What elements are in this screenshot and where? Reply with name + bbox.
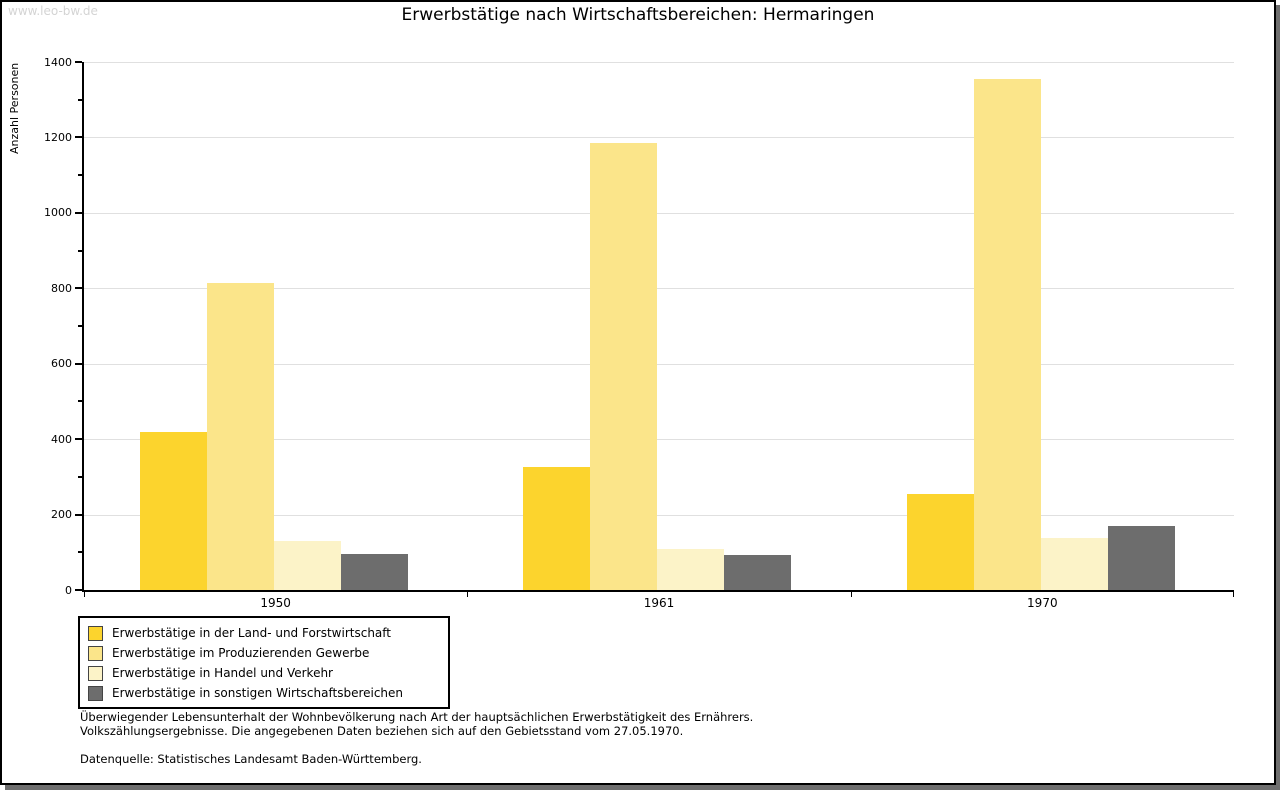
y-minor-tick-1100 [78,174,82,177]
y-tick-label-800: 800 [51,281,72,295]
bar-1950-series-2 [207,282,274,590]
gridline-400 [84,439,1234,441]
gridline-1000 [84,212,1234,214]
legend-label-3: Erwerbstätige in Handel und Verkehr [112,666,333,680]
y-minor-tick-1300 [78,98,82,101]
legend-row-4: Erwerbstätige in sonstigen Wirtschaftsbe… [88,683,440,703]
bar-1970-series-1 [906,493,974,590]
x-tick-label-1950: 1950 [260,596,291,610]
bar-1961-series-1 [523,467,591,590]
legend-swatch-1 [88,625,103,641]
gridline-1400 [84,62,1234,63]
x-tick-label-1970: 1970 [1027,596,1058,610]
y-major-tick-1400 [75,61,82,63]
legend-swatch-2 [88,645,103,661]
bar-1961-series-4 [724,554,792,590]
x-boundary-tick-1 [467,592,469,597]
legend-swatch-3 [88,665,103,681]
x-boundary-tick-2 [850,592,852,597]
legend-box: Erwerbstätige in der Land- und Forstwirt… [78,616,450,709]
x-boundary-tick-0 [84,592,85,597]
footnote-text: Überwiegender Lebensunterhalt der Wohnbe… [80,710,754,738]
y-minor-tick-100 [78,551,82,554]
x-boundary-tick-3 [1233,592,1234,597]
y-major-tick-1200 [75,136,82,139]
leo-bw-watermark: www.leo-bw.de [8,4,98,18]
bar-1970-series-2 [973,78,1041,590]
y-tick-label-0: 0 [65,583,72,597]
bar-1950-series-1 [140,431,207,590]
y-tick-label-1400: 1400 [44,55,72,69]
y-minor-tick-300 [78,475,82,478]
y-major-tick-600 [75,362,82,365]
gridline-200 [84,514,1234,516]
chart-title: Erwerbstätige nach Wirtschaftsbereichen:… [401,5,875,25]
legend-swatch-4 [88,685,103,701]
bar-1950-series-3 [274,540,341,590]
legend-row-3: Erwerbstätige in Handel und Verkehr [88,663,440,683]
legend-label-4: Erwerbstätige in sonstigen Wirtschaftsbe… [112,686,404,700]
y-major-tick-800 [75,287,82,290]
bar-1961-series-3 [657,548,725,590]
footnote-line-1: Überwiegender Lebensunterhalt der Wohnbe… [80,710,754,724]
bar-1970-series-3 [1040,538,1108,590]
y-tick-label-200: 200 [51,508,72,522]
footnote-line-2: Volkszählungsergebnisse. Die angegebenen… [80,723,684,738]
y-tick-label-1000: 1000 [44,206,72,220]
bar-1970-series-4 [1107,525,1175,590]
legend-label-1: Erwerbstätige in der Land- und Forstwirt… [112,626,391,640]
y-minor-tick-500 [78,400,82,403]
legend-row-2: Erwerbstätige im Produzierenden Gewerbe [88,643,440,663]
y-major-tick-400 [75,438,82,441]
y-tick-label-600: 600 [51,357,72,371]
legend-label-2: Erwerbstätige im Produzierenden Gewerbe [112,646,370,660]
gridline-600 [84,363,1234,365]
y-tick-label-400: 400 [51,432,72,446]
y-major-tick-200 [75,513,82,516]
y-major-tick-0 [75,589,82,591]
gridline-800 [84,288,1234,290]
y-major-tick-1000 [75,211,82,214]
bar-1961-series-2 [590,143,658,590]
data-source-note: Datenquelle: Statistisches Landesamt Bad… [80,752,422,766]
gridline-1200 [84,137,1234,139]
x-tick-label-1961: 1961 [643,596,675,610]
y-tick-label-1200: 1200 [44,130,72,144]
legend-row-1: Erwerbstätige in der Land- und Forstwirt… [88,623,440,643]
y-minor-tick-900 [78,249,82,252]
bar-1950-series-4 [341,554,408,590]
plot-area: 0 200 400 600 800 1000 1200 1400 1950 1961 1970 [44,56,1234,610]
y-minor-tick-700 [78,325,82,327]
